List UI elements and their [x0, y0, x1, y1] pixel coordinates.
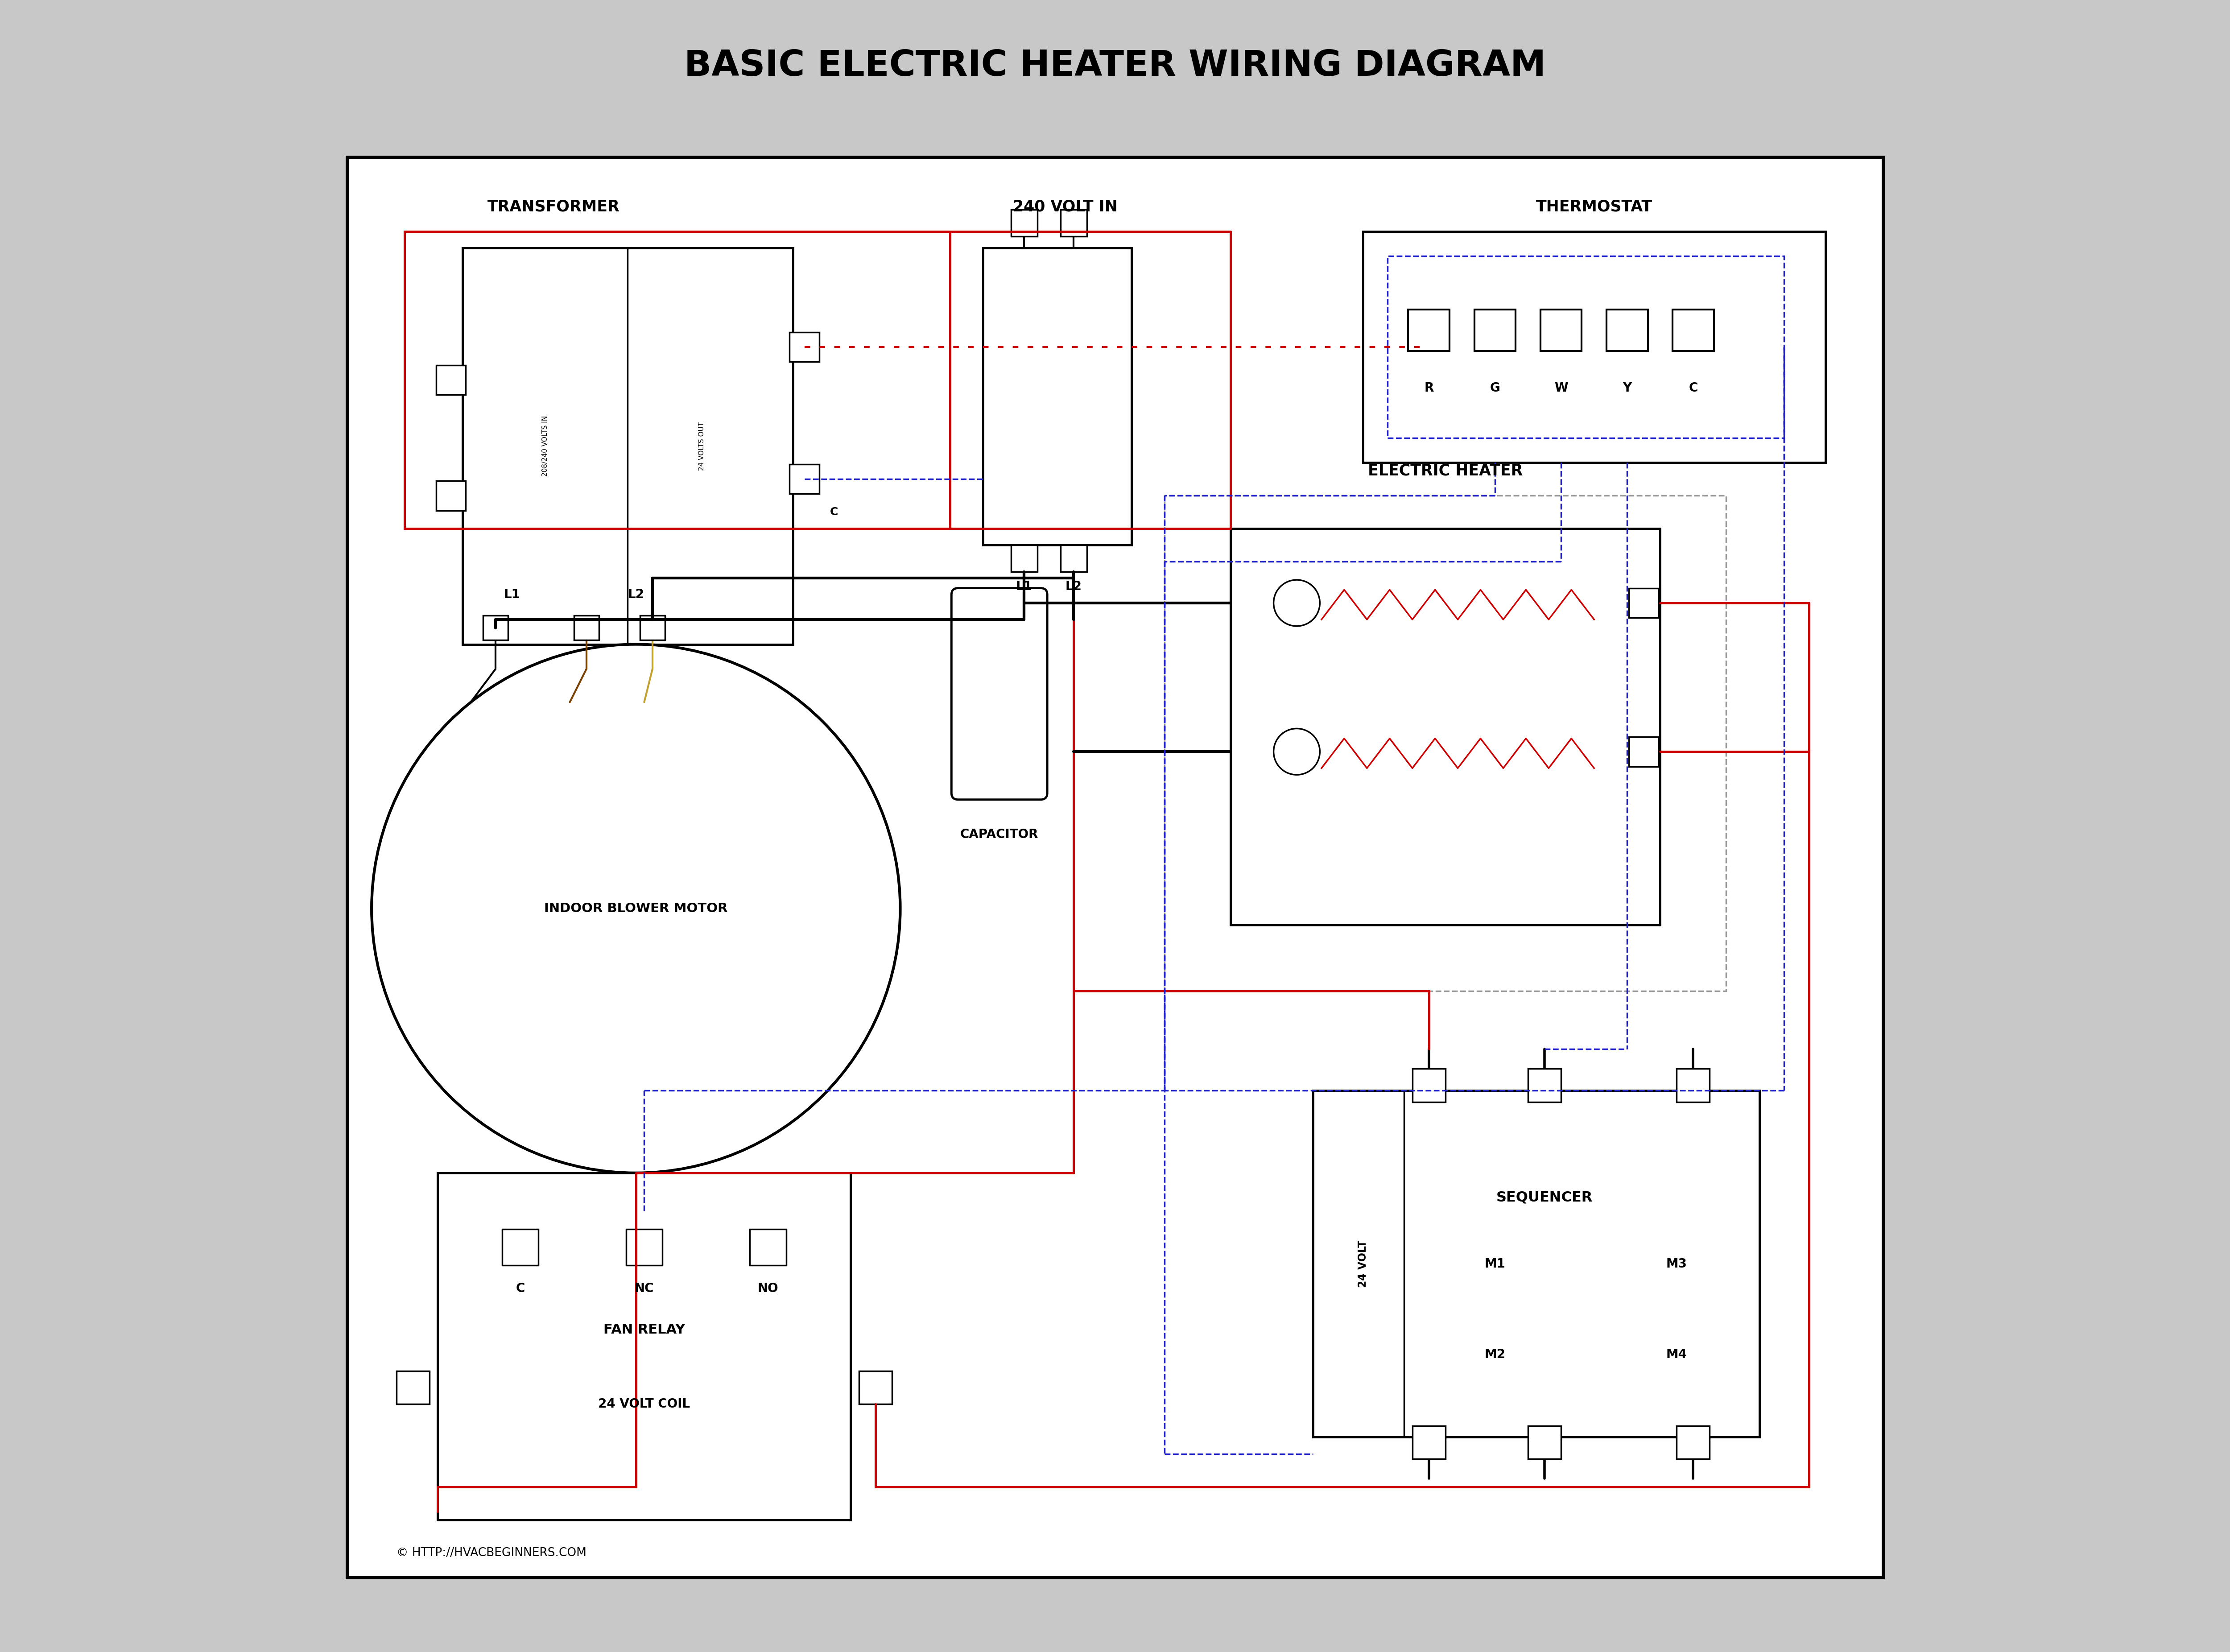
Text: Y: Y — [1623, 382, 1632, 395]
Text: ELECTRIC HEATER: ELECTRIC HEATER — [1367, 463, 1523, 479]
Bar — [462, 248, 794, 644]
Text: C: C — [830, 507, 838, 517]
Bar — [1010, 210, 1037, 236]
Text: CAPACITOR: CAPACITOR — [961, 828, 1039, 841]
Text: G: G — [1490, 382, 1501, 395]
Text: C: C — [515, 1282, 524, 1295]
Bar — [404, 231, 950, 529]
Bar — [640, 616, 665, 641]
Bar — [1628, 588, 1659, 618]
Bar — [1313, 1090, 1759, 1437]
Bar — [1407, 311, 1450, 350]
Bar — [983, 248, 1131, 545]
Text: L1: L1 — [504, 588, 520, 601]
Text: M3: M3 — [1666, 1257, 1688, 1270]
Bar — [789, 332, 818, 362]
Bar — [1387, 256, 1784, 438]
Bar — [573, 616, 598, 641]
Text: 24 VOLT: 24 VOLT — [1358, 1241, 1369, 1287]
Bar — [749, 1229, 787, 1265]
Bar — [1528, 1426, 1561, 1459]
Bar — [1412, 1426, 1445, 1459]
Bar — [627, 1229, 662, 1265]
Bar — [1606, 311, 1648, 350]
Text: NC: NC — [636, 1282, 653, 1295]
Bar — [1164, 496, 1726, 991]
Bar — [437, 1173, 850, 1520]
Bar — [1061, 545, 1086, 572]
Bar — [437, 481, 466, 510]
Bar — [1628, 737, 1659, 767]
Text: 24 VOLTS OUT: 24 VOLTS OUT — [698, 421, 705, 471]
Text: W: W — [1554, 382, 1568, 395]
Bar — [859, 1371, 892, 1404]
Text: L2: L2 — [1066, 580, 1082, 593]
Bar — [1412, 1069, 1445, 1102]
Bar — [437, 365, 466, 395]
Bar — [1061, 210, 1086, 236]
Text: M1: M1 — [1485, 1257, 1505, 1270]
Bar — [397, 1371, 430, 1404]
Bar — [1474, 311, 1516, 350]
Text: C: C — [1688, 382, 1697, 395]
Bar — [1677, 1426, 1710, 1459]
Text: M2: M2 — [1485, 1348, 1505, 1361]
Text: SEQUENCER: SEQUENCER — [1496, 1191, 1592, 1204]
Text: INDOOR BLOWER MOTOR: INDOOR BLOWER MOTOR — [544, 902, 727, 915]
Text: L2: L2 — [627, 588, 644, 601]
Circle shape — [1273, 580, 1320, 626]
Text: 240 VOLT IN: 240 VOLT IN — [1012, 198, 1117, 215]
Bar — [1677, 1069, 1710, 1102]
Bar — [1528, 1069, 1561, 1102]
Bar — [1363, 231, 1826, 463]
Bar — [502, 1229, 537, 1265]
Text: FAN RELAY: FAN RELAY — [604, 1323, 685, 1336]
Text: TRANSFORMER: TRANSFORMER — [486, 198, 620, 215]
Bar — [1010, 545, 1037, 572]
Text: L1: L1 — [1017, 580, 1032, 593]
Text: THERMOSTAT: THERMOSTAT — [1536, 198, 1652, 215]
Text: NO: NO — [758, 1282, 778, 1295]
Text: BASIC ELECTRIC HEATER WIRING DIAGRAM: BASIC ELECTRIC HEATER WIRING DIAGRAM — [685, 48, 1545, 84]
Bar — [789, 464, 818, 494]
Bar — [1231, 529, 1659, 925]
Text: M4: M4 — [1666, 1348, 1688, 1361]
Circle shape — [372, 644, 901, 1173]
Bar — [1672, 311, 1715, 350]
Text: 24 VOLT COIL: 24 VOLT COIL — [598, 1398, 689, 1411]
Bar — [1541, 311, 1581, 350]
Text: 208/240 VOLTS IN: 208/240 VOLTS IN — [542, 416, 549, 476]
Text: © HTTP://HVACBEGINNERS.COM: © HTTP://HVACBEGINNERS.COM — [397, 1546, 586, 1559]
Bar — [484, 616, 508, 641]
FancyBboxPatch shape — [952, 588, 1048, 800]
Text: R: R — [1425, 382, 1434, 395]
Bar — [348, 157, 1882, 1578]
Circle shape — [1273, 729, 1320, 775]
